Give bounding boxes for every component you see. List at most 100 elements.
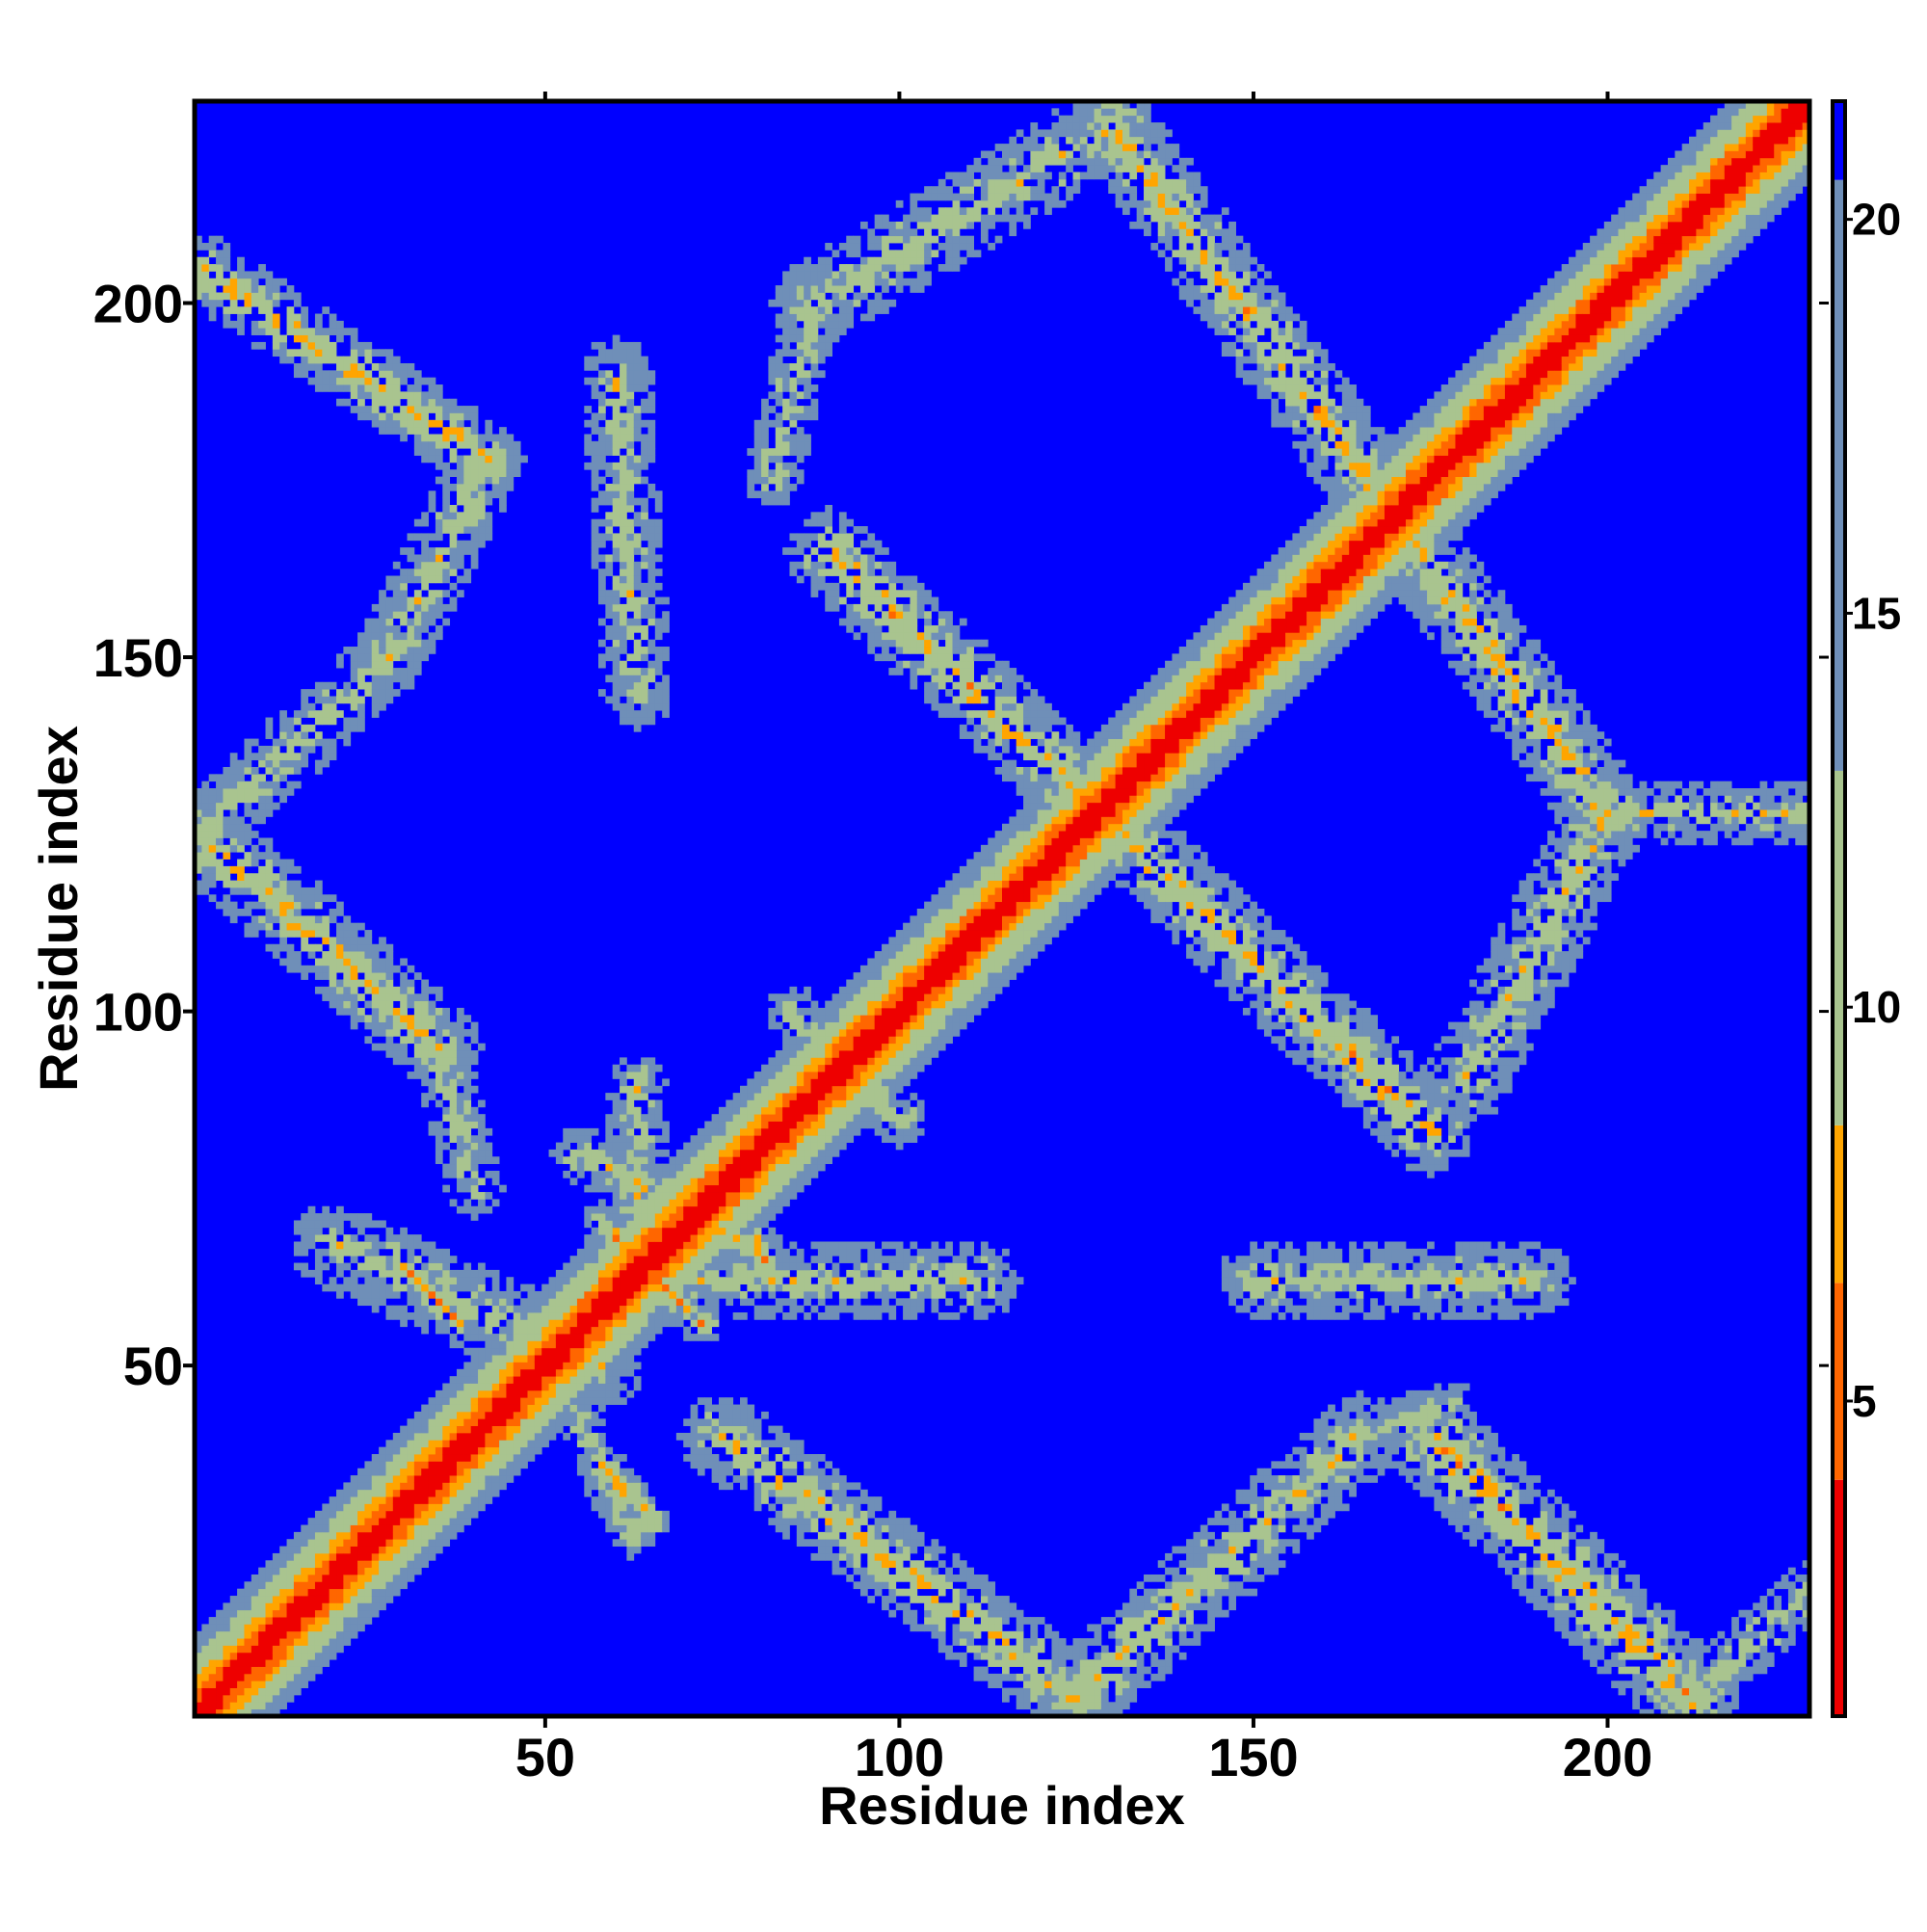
heatmap-cell [669,1241,677,1250]
heatmap-cell [350,1510,358,1519]
heatmap-cell [237,887,245,895]
heatmap-cell [435,1269,443,1278]
heatmap-cell [697,1248,705,1257]
heatmap-cell [569,1397,578,1405]
heatmap-cell [379,1596,386,1603]
heatmap-cell [747,1298,755,1307]
heatmap-cell [400,427,408,435]
heatmap-cell [718,1461,726,1469]
heatmap-cell [314,1262,323,1271]
heatmap-cell [470,1418,479,1427]
heatmap-cell [421,1432,429,1441]
heatmap-cell [662,1170,670,1178]
heatmap-cell [400,406,408,413]
heatmap-cell [385,958,394,966]
heatmap-cell [421,1262,429,1271]
heatmap-cell [265,880,274,888]
heatmap-cell [357,681,365,690]
heatmap-cell [761,1178,769,1186]
heatmap-cell [336,1581,344,1590]
heatmap-cell [647,618,656,626]
heatmap-cell [478,440,486,449]
heatmap-cell [768,1127,777,1136]
heatmap-cell [626,668,635,675]
heatmap-cell [704,1248,713,1257]
heatmap-cell [201,1673,210,1681]
heatmap-cell [463,1347,472,1356]
heatmap-cell [442,1496,451,1504]
heatmap-cell [258,816,266,825]
heatmap-cell [485,455,493,463]
heatmap-cell [626,1064,635,1072]
heatmap-cell [732,1199,741,1207]
heatmap-cell [768,1234,777,1242]
heatmap-cell [576,1334,585,1341]
heatmap-cell [732,1205,741,1214]
heatmap-cell [620,689,627,697]
heatmap-cell [229,781,238,789]
heatmap-cell [598,1383,606,1391]
heatmap-cell [669,1199,677,1207]
heatmap-cell [506,462,515,470]
heatmap-cell [647,1057,656,1066]
heatmap-cell [485,1446,493,1455]
heatmap-cell [201,816,210,825]
heatmap-cell [364,384,373,392]
heatmap-cell [258,873,266,881]
heatmap-cell [442,569,451,576]
heatmap-cell [775,412,783,421]
heatmap-cell [612,512,620,520]
heatmap-cell [428,1043,436,1051]
heatmap-cell [591,1334,599,1341]
heatmap-cell [379,412,386,421]
heatmap-cell [301,1638,309,1646]
heatmap-cell [704,1184,713,1193]
heatmap-cell [279,1630,287,1639]
heatmap-cell [605,1121,614,1129]
heatmap-cell [796,391,805,400]
heatmap-cell [293,965,302,973]
heatmap-cell [258,1687,266,1696]
heatmap-cell [527,1454,536,1462]
heatmap-cell [753,448,762,456]
heatmap-cell [605,490,614,499]
heatmap-cell [258,306,266,314]
heatmap-cell [641,518,648,527]
heatmap-cell [485,533,493,542]
heatmap-cell [456,1482,464,1491]
heatmap-cell [697,1397,705,1405]
heatmap-cell [336,1241,344,1250]
heatmap-cell [534,1362,542,1370]
heatmap-cell [704,1397,713,1405]
heatmap-cell [654,660,663,669]
heatmap-cell [428,1064,436,1072]
heatmap-cell [513,1334,521,1341]
heatmap-cell [307,1673,316,1681]
heatmap-cell [782,1482,790,1491]
heatmap-cell [804,518,811,527]
heatmap-cell [478,1347,486,1356]
heatmap-cell [485,1269,493,1278]
heatmap-cell [584,448,593,456]
heatmap-cell [392,1581,401,1590]
heatmap-cell [314,1552,323,1561]
heatmap-cell [223,1694,231,1703]
heatmap-cell [272,894,280,903]
heatmap-cell [768,1093,777,1100]
heatmap-cell [449,1489,458,1497]
heatmap-cell [789,1518,798,1525]
heatmap-cell [421,1248,429,1257]
heatmap-cell [626,1312,635,1320]
heatmap-cell [485,1489,493,1497]
heatmap-cell [740,1093,748,1100]
heatmap-cell [753,1305,762,1313]
heatmap-cell [810,1269,819,1278]
heatmap-cell [775,1085,783,1094]
heatmap-cell [449,1482,458,1491]
heatmap-cell [301,1546,309,1554]
heatmap-cell [726,1468,734,1476]
heatmap-cell [329,1602,337,1611]
heatmap-cell [407,986,415,994]
heatmap-cell [237,264,245,272]
heatmap-cell [775,1050,783,1058]
